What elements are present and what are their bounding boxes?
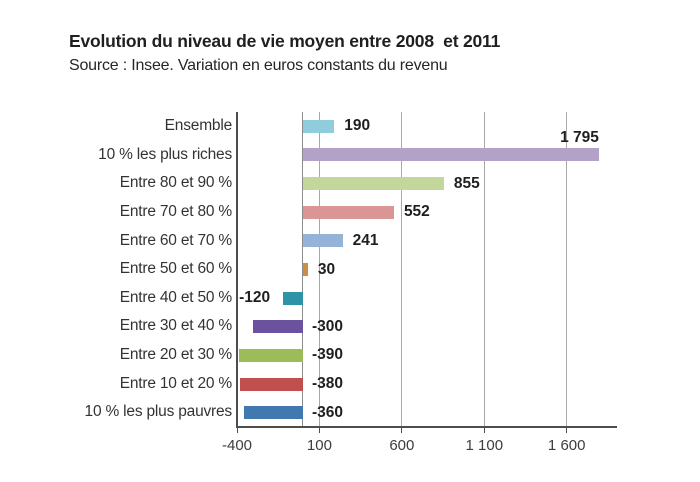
- bar-value-label: 552: [403, 203, 430, 221]
- axis-tick: [318, 428, 320, 433]
- axis-tick-label: 100: [306, 437, 332, 454]
- bar: [238, 348, 303, 362]
- category-label: 10 % les plus riches: [98, 145, 232, 163]
- bar: [240, 377, 303, 391]
- bar-value-label: -120: [239, 289, 271, 307]
- axis-tick: [566, 428, 568, 433]
- bar-value-label: 1 795: [560, 129, 599, 147]
- bar-value-label: 241: [352, 231, 379, 249]
- chart-subtitle: Source : Insee. Variation en euros const…: [69, 57, 448, 74]
- chart-title: Evolution du niveau de vie moyen entre 2…: [69, 31, 501, 51]
- axis-tick: [483, 428, 485, 433]
- category-label: Entre 30 et 40 %: [119, 317, 232, 335]
- bar-value-label: 30: [317, 260, 336, 278]
- bar-value-label: -390: [311, 346, 343, 364]
- bar-value-label: 855: [453, 174, 480, 192]
- bar: [253, 320, 303, 334]
- axis-tick-label: 600: [389, 437, 415, 454]
- bar-value-label: 190: [344, 117, 371, 135]
- value-axis-line: [236, 426, 617, 428]
- bar-value-label: -300: [311, 317, 343, 335]
- axis-tick: [236, 428, 238, 433]
- gridline: [401, 112, 403, 427]
- axis-tick: [401, 428, 403, 433]
- bar: [302, 205, 394, 219]
- bar: [302, 148, 599, 162]
- gridline: [318, 112, 320, 427]
- category-label: Entre 80 et 90 %: [119, 174, 232, 192]
- bar-value-label: -380: [311, 375, 343, 393]
- gridline: [566, 112, 568, 427]
- bar: [243, 406, 303, 420]
- category-label: Entre 40 et 50 %: [119, 288, 232, 306]
- bar-value-label: -360: [311, 403, 343, 421]
- bar: [283, 291, 303, 305]
- category-label: Entre 50 et 60 %: [119, 260, 232, 278]
- category-axis-line: [236, 112, 238, 427]
- gridline: [483, 112, 485, 427]
- bar: [302, 263, 308, 276]
- category-label: Entre 20 et 30 %: [119, 346, 232, 364]
- axis-tick-label: 1 600: [547, 437, 586, 454]
- axis-tick-label: 1 100: [465, 437, 504, 454]
- category-label: Entre 70 et 80 %: [119, 202, 232, 220]
- category-label: Entre 10 et 20 %: [119, 374, 232, 392]
- bar: [302, 119, 335, 133]
- bar: [302, 234, 343, 248]
- bar: [302, 177, 444, 191]
- category-label: Ensemble: [164, 117, 233, 134]
- axis-tick-label: -400: [221, 437, 253, 454]
- category-label: 10 % les plus pauvres: [84, 403, 233, 421]
- category-label: Entre 60 et 70 %: [119, 231, 232, 249]
